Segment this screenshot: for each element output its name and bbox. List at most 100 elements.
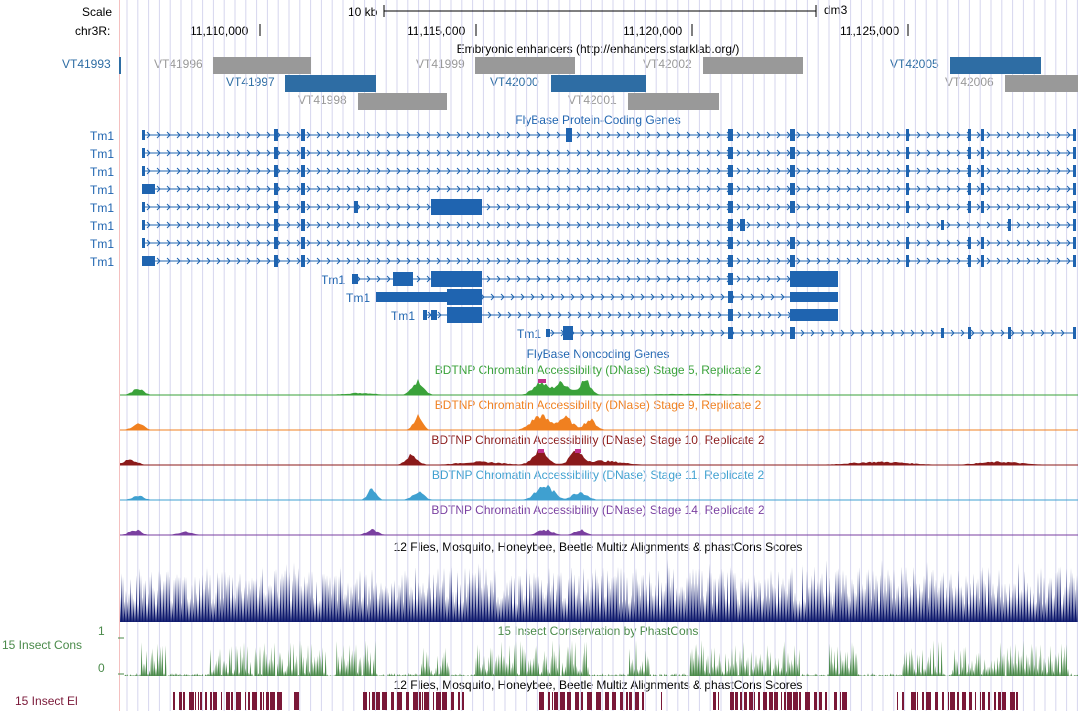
gene-left-label[interactable]: Tm1 bbox=[90, 183, 114, 197]
strand-arrow bbox=[636, 131, 641, 139]
dnase-stage10-title[interactable]: BDTNP Chromatin Accessibility (DNase) St… bbox=[431, 433, 765, 447]
strand-arrow bbox=[846, 257, 851, 265]
strand-arrow bbox=[570, 293, 575, 301]
strand-arrow bbox=[406, 257, 411, 265]
enhancer-label[interactable]: VT41996 bbox=[154, 57, 203, 71]
strand-arrow bbox=[496, 185, 501, 193]
strand-arrow bbox=[670, 329, 675, 337]
strand-arrow bbox=[716, 221, 721, 229]
strand-arrow bbox=[226, 239, 231, 247]
gene-left-label[interactable]: Tm1 bbox=[90, 201, 114, 215]
strand-arrow bbox=[537, 311, 542, 319]
exon bbox=[790, 129, 795, 141]
strand-arrow bbox=[836, 149, 841, 157]
strand-arrow bbox=[677, 311, 682, 319]
strand-arrow bbox=[916, 149, 921, 157]
phastcons-left-label[interactable]: 15 Insect Cons bbox=[2, 638, 83, 652]
strand-arrow bbox=[710, 329, 715, 337]
elements-track-title[interactable]: 12 Flies, Mosquito, Honeybee, Beetle Mul… bbox=[393, 678, 803, 692]
strand-arrow bbox=[936, 185, 941, 193]
strand-arrow bbox=[196, 257, 201, 265]
conserved-element bbox=[769, 692, 773, 710]
strand-arrow bbox=[756, 221, 761, 229]
strand-arrow bbox=[536, 149, 541, 157]
strand-arrow bbox=[706, 203, 711, 211]
strand-arrow bbox=[686, 149, 691, 157]
strand-arrow bbox=[676, 185, 681, 193]
gene-inline-label[interactable]: Tm1 bbox=[321, 273, 345, 287]
strand-arrow bbox=[916, 257, 921, 265]
strand-arrow bbox=[776, 131, 781, 139]
strand-arrow bbox=[586, 257, 591, 265]
strand-arrow bbox=[746, 257, 751, 265]
gene-left-label[interactable]: Tm1 bbox=[90, 147, 114, 161]
strand-arrow bbox=[606, 185, 611, 193]
strand-arrow bbox=[316, 239, 321, 247]
conserved-element bbox=[740, 692, 742, 710]
gene-inline-label[interactable]: Tm1 bbox=[517, 327, 541, 341]
gene-left-label[interactable]: Tm1 bbox=[90, 129, 114, 143]
strand-arrow bbox=[556, 257, 561, 265]
conserved-element bbox=[911, 692, 916, 710]
strand-arrow bbox=[546, 131, 551, 139]
strand-arrow bbox=[436, 239, 441, 247]
strand-arrow bbox=[436, 149, 441, 157]
strand-arrow bbox=[996, 239, 1001, 247]
strand-arrow bbox=[627, 311, 632, 319]
noncoding-track-title[interactable]: FlyBase Noncoding Genes bbox=[526, 347, 670, 361]
strand-arrow bbox=[956, 131, 961, 139]
gene-left-label[interactable]: Tm1 bbox=[90, 255, 114, 269]
enhancers-track-title[interactable]: Embryonic enhancers (http://enhancers.st… bbox=[456, 42, 740, 56]
strand-arrow bbox=[736, 203, 741, 211]
strand-arrow bbox=[576, 185, 581, 193]
strand-arrow bbox=[1046, 203, 1051, 211]
strand-arrow bbox=[506, 185, 511, 193]
gene-left-label[interactable]: Tm1 bbox=[90, 219, 114, 233]
strand-arrow bbox=[526, 257, 531, 265]
conserved-element bbox=[661, 692, 662, 710]
gene-left-label[interactable]: Tm1 bbox=[90, 165, 114, 179]
strand-arrow bbox=[746, 221, 751, 229]
strand-arrow bbox=[1066, 131, 1071, 139]
enhancer-left-label[interactable]: VT41993 bbox=[62, 57, 111, 71]
enhancer-label[interactable]: VT41997 bbox=[226, 75, 275, 89]
strand-arrow bbox=[296, 257, 301, 265]
strand-arrow bbox=[906, 221, 911, 229]
strand-arrow bbox=[196, 167, 201, 175]
strand-arrow bbox=[376, 149, 381, 157]
strand-arrow bbox=[176, 185, 181, 193]
gene-left-label[interactable]: Tm1 bbox=[90, 237, 114, 251]
strand-arrow bbox=[856, 257, 861, 265]
strand-arrow bbox=[836, 239, 841, 247]
elements-left-label[interactable]: 15 Insect El bbox=[15, 694, 78, 708]
strand-arrow bbox=[610, 329, 615, 337]
exon bbox=[142, 238, 145, 248]
exon bbox=[566, 128, 572, 142]
strand-arrow bbox=[866, 149, 871, 157]
strand-arrow bbox=[486, 221, 491, 229]
strand-arrow bbox=[686, 167, 691, 175]
conserved-element bbox=[744, 692, 747, 710]
dnase-stage14-title[interactable]: BDTNP Chromatin Accessibility (DNase) St… bbox=[431, 503, 765, 517]
strand-arrow bbox=[456, 257, 461, 265]
dnase-stage11-title[interactable]: BDTNP Chromatin Accessibility (DNase) St… bbox=[431, 468, 765, 482]
exon bbox=[981, 147, 984, 159]
enhancer-feature bbox=[950, 57, 1041, 74]
exon bbox=[981, 237, 984, 249]
strand-arrow bbox=[826, 221, 831, 229]
dnase-signal bbox=[120, 414, 1078, 430]
protein-coding-track-title[interactable]: FlyBase Protein-Coding Genes bbox=[515, 113, 681, 127]
dnase-stage5-title[interactable]: BDTNP Chromatin Accessibility (DNase) St… bbox=[434, 363, 762, 377]
exon bbox=[431, 199, 482, 215]
strand-arrow bbox=[626, 131, 631, 139]
strand-arrow bbox=[766, 167, 771, 175]
dnase-stage9-title[interactable]: BDTNP Chromatin Accessibility (DNase) St… bbox=[434, 398, 762, 412]
strand-arrow bbox=[146, 221, 151, 229]
strand-arrow bbox=[306, 149, 311, 157]
strand-arrow bbox=[950, 329, 955, 337]
gene-inline-label[interactable]: Tm1 bbox=[346, 291, 370, 305]
multiz-track-title[interactable]: 12 Flies, Mosquito, Honeybee, Beetle Mul… bbox=[393, 540, 803, 554]
strand-arrow bbox=[556, 275, 561, 283]
